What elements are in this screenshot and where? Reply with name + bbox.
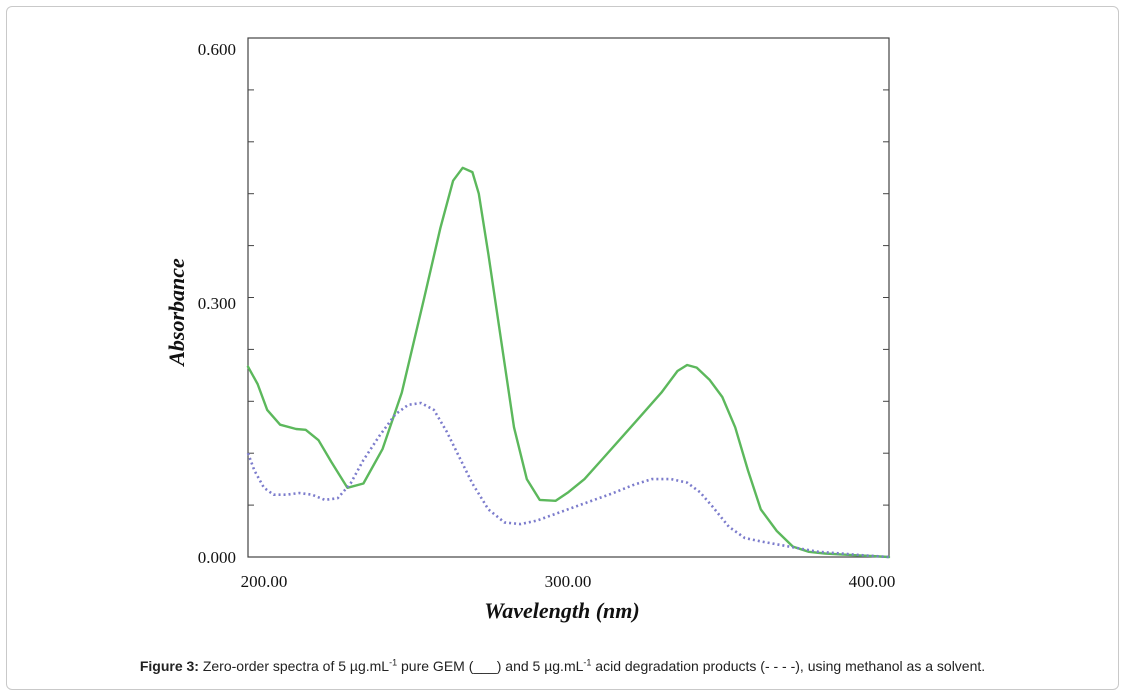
y-tick-label-1: 0.300 <box>198 294 236 313</box>
figure-frame <box>6 6 1119 690</box>
pure-gem-series-line <box>246 166 891 559</box>
caption-text-1: Zero-order spectra of 5 µg.mL <box>202 658 390 674</box>
x-axis-title: Wavelength (nm) <box>484 598 639 623</box>
plot-layer <box>246 37 891 559</box>
figure-caption: Figure 3: Zero-order spectra of 5 µg.mL-… <box>0 658 1125 674</box>
y-axis-title: Absorbance <box>164 258 189 368</box>
caption-sup-1: -1 <box>389 657 398 668</box>
plot-frame <box>247 37 890 558</box>
caption-text-2: pure GEM (___) and 5 µg.mL <box>397 658 584 674</box>
degradation-products-series-line <box>246 401 890 559</box>
x-tick-label-1: 300.00 <box>545 572 592 591</box>
x-tick-label-0: 200.00 <box>241 572 288 591</box>
caption-text-3: acid degradation products (- - - -), usi… <box>591 658 986 674</box>
caption-label: Figure 3: <box>139 658 199 674</box>
y-tick-label-0: 0.000 <box>198 548 236 567</box>
x-tick-label-2: 400.00 <box>849 572 896 591</box>
y-tick-label-2: 0.600 <box>198 40 236 59</box>
caption-sup-2: -1 <box>583 657 592 668</box>
